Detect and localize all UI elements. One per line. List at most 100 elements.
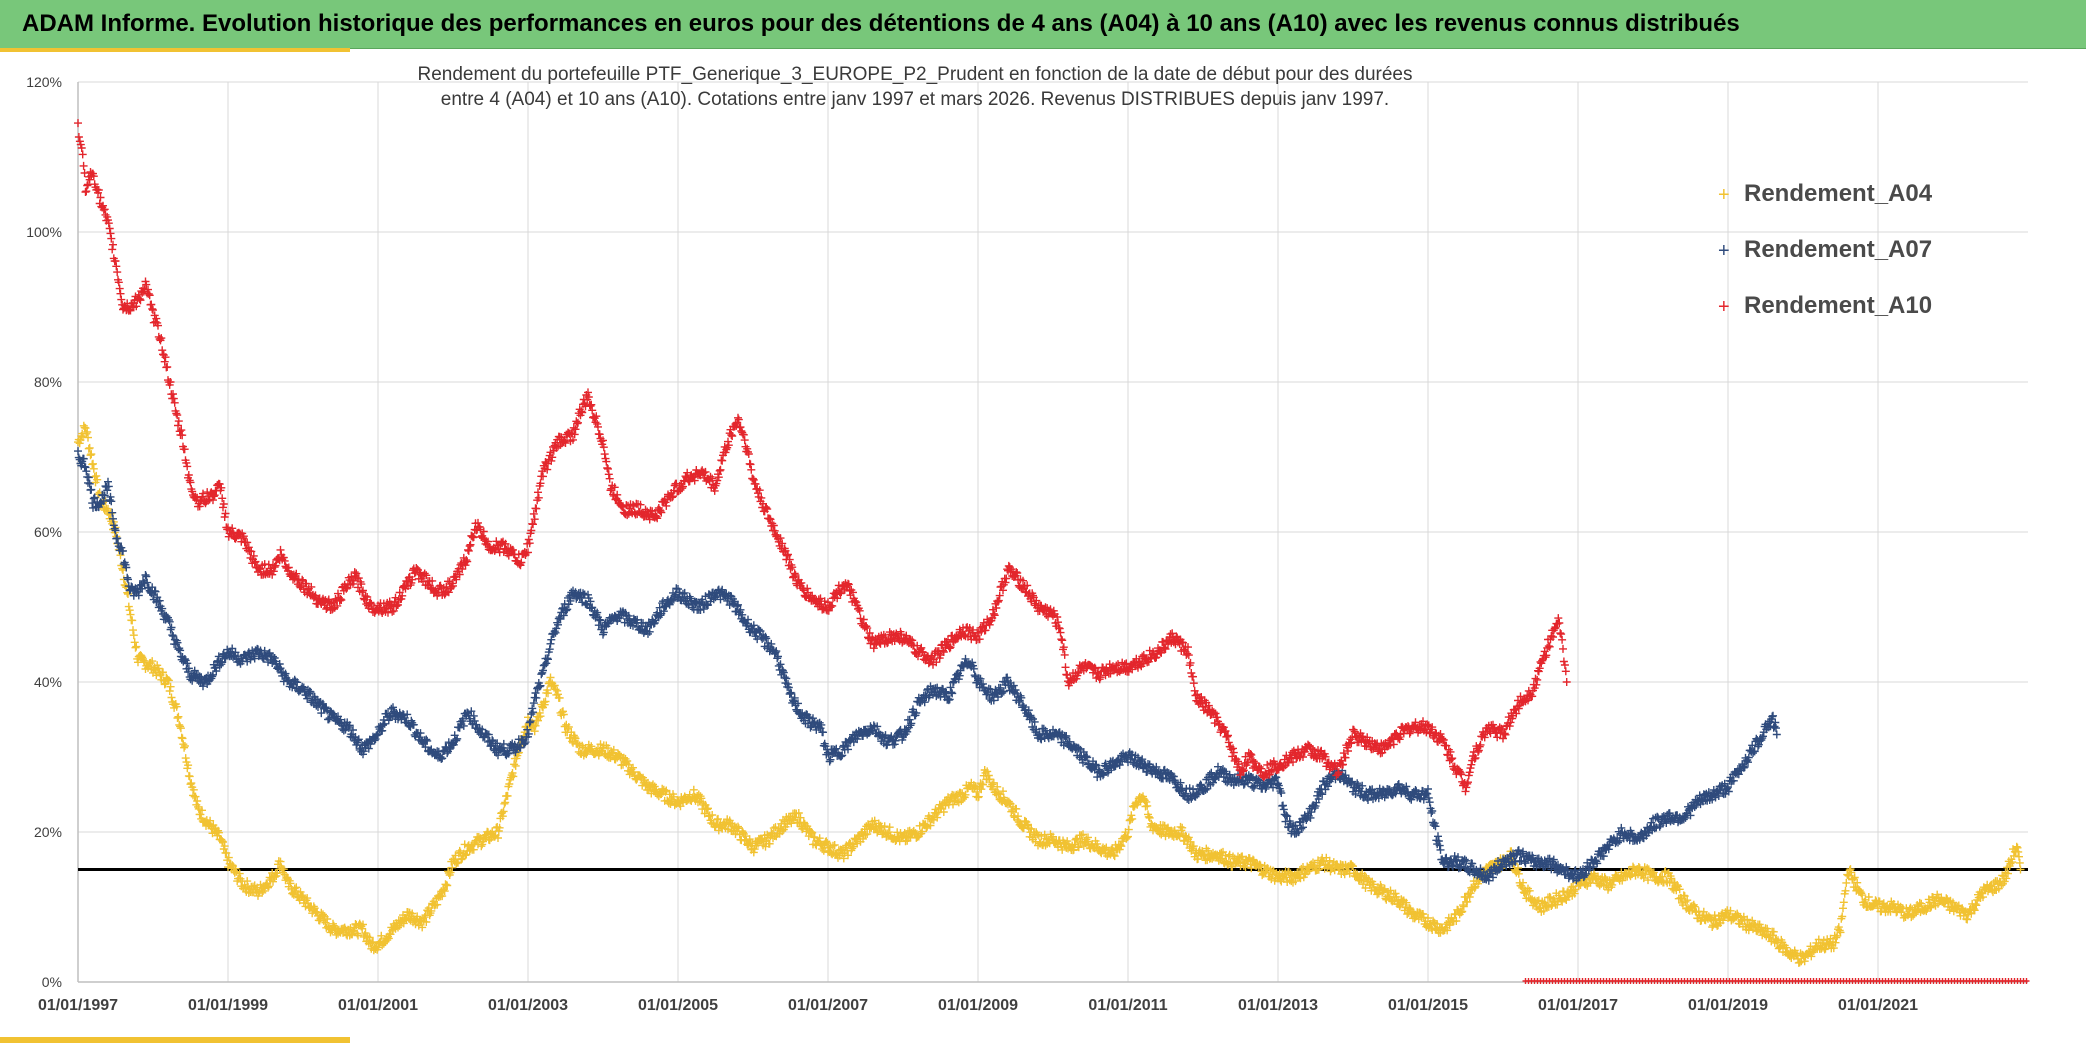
point-rendement-a04 [377, 931, 386, 940]
point-rendement-a04 [495, 823, 504, 832]
point-rendement-a04 [414, 921, 423, 930]
point-rendement-a04 [741, 832, 750, 841]
point-rendement-a04 [279, 868, 287, 877]
point-rendement-a04 [642, 780, 651, 789]
point-rendement-a04 [848, 844, 857, 853]
point-rendement-a10 [82, 187, 91, 196]
point-rendement-a10 [464, 546, 473, 555]
point-rendement-a04 [269, 877, 277, 886]
point-rendement-a04 [541, 697, 550, 706]
point-rendement-a04 [455, 846, 464, 855]
point-rendement-a04 [973, 787, 982, 796]
point-rendement-a04 [303, 894, 312, 903]
point-rendement-a04 [433, 900, 442, 909]
point-rendement-a04 [82, 429, 91, 438]
point-rendement-a04 [977, 785, 986, 794]
x-tick-label: 01/01/2007 [788, 997, 868, 1014]
point-rendement-a10 [109, 240, 117, 249]
point-rendement-a04 [932, 809, 941, 818]
point-rendement-a04 [386, 930, 395, 939]
point-rendement-a04 [125, 606, 134, 615]
point-rendement-a04 [611, 755, 620, 764]
point-rendement-a04 [564, 723, 573, 731]
point-rendement-a10 [147, 300, 156, 309]
point-rendement-a07 [107, 497, 116, 506]
y-tick-label: 60% [34, 524, 62, 540]
point-rendement-a10 [173, 411, 182, 420]
point-rendement-a04 [669, 792, 678, 801]
point-rendement-a04 [329, 919, 337, 928]
point-rendement-a10 [116, 289, 125, 298]
point-rendement-a04 [544, 689, 552, 698]
point-rendement-a04 [629, 768, 638, 776]
point-rendement-a04 [926, 821, 935, 830]
point-rendement-a04 [1839, 898, 1848, 907]
point-rendement-a10 [218, 494, 227, 503]
point-rendement-a04 [86, 451, 95, 460]
point-rendement-a10 [78, 150, 87, 159]
point-rendement-a04 [461, 851, 470, 860]
point-rendement-a04 [664, 799, 673, 808]
point-rendement-a10 [115, 284, 124, 293]
point-rendement-a04 [154, 664, 163, 673]
point-rendement-a04 [264, 883, 272, 892]
point-rendement-a04 [230, 868, 239, 877]
point-rendement-a04 [298, 891, 307, 900]
point-rendement-a04 [550, 681, 559, 690]
header-bar: ADAM Informe. Evolution historique des p… [0, 0, 2086, 49]
x-tick-label: 01/01/2017 [1538, 997, 1618, 1014]
y-tick-label: 0% [42, 974, 62, 990]
point-rendement-a04 [632, 775, 641, 784]
point-rendement-a04 [555, 693, 564, 702]
point-rendement-a10 [113, 268, 122, 277]
point-rendement-a04 [354, 931, 362, 940]
point-rendement-a04 [104, 504, 112, 513]
point-rendement-a04 [859, 834, 867, 843]
point-rendement-a04 [286, 879, 295, 888]
chart-axes: 0%20%40%60%80%100%120%01/01/1997 01/01/19… [26, 74, 2028, 1014]
point-rendement-a04 [988, 780, 997, 789]
point-rendement-a04 [128, 616, 137, 625]
point-rendement-a04 [703, 805, 712, 814]
point-rendement-a04 [206, 816, 215, 825]
point-rendement-a04 [214, 828, 223, 837]
point-rendement-a04 [830, 841, 839, 849]
point-rendement-a04 [794, 809, 803, 817]
point-rendement-a04 [160, 680, 169, 689]
y-tick-label: 100% [26, 224, 62, 240]
point-rendement-a04 [1012, 804, 1021, 813]
point-rendement-a04 [159, 668, 167, 677]
point-rendement-a04 [551, 685, 560, 694]
point-rendement-a07 [74, 447, 82, 456]
point-rendement-a04 [198, 806, 206, 815]
point-rendement-a04 [106, 509, 115, 518]
point-rendement-a04 [819, 846, 828, 855]
point-rendement-a04 [708, 811, 717, 819]
point-rendement-a04 [92, 471, 101, 480]
point-rendement-a10 [108, 245, 117, 254]
point-rendement-a04 [365, 933, 374, 942]
point-rendement-a04 [704, 812, 713, 821]
point-rendement-a04 [279, 865, 288, 874]
point-rendement-a04 [124, 602, 133, 611]
point-rendement-a04 [292, 883, 301, 892]
point-rendement-a04 [985, 775, 994, 784]
point-rendement-a04 [84, 433, 92, 442]
point-rendement-a04 [2016, 865, 2025, 874]
point-rendement-a10 [74, 119, 82, 128]
point-rendement-a04 [185, 772, 194, 781]
point-rendement-a10 [105, 224, 114, 233]
point-rendement-a04 [146, 658, 155, 667]
point-rendement-a04 [823, 839, 832, 847]
x-tick-label: 01/01/2001 [338, 997, 418, 1014]
point-rendement-a04 [984, 771, 993, 780]
point-rendement-a04 [863, 830, 872, 838]
point-rendement-a04 [1839, 904, 1847, 913]
point-rendement-a04 [999, 787, 1007, 796]
point-rendement-a07 [905, 715, 914, 724]
point-rendement-a04 [822, 837, 831, 846]
point-rendement-a04 [571, 734, 580, 743]
point-rendement-a04 [139, 656, 148, 665]
point-rendement-a04 [220, 842, 229, 851]
point-rendement-a10 [106, 229, 115, 238]
